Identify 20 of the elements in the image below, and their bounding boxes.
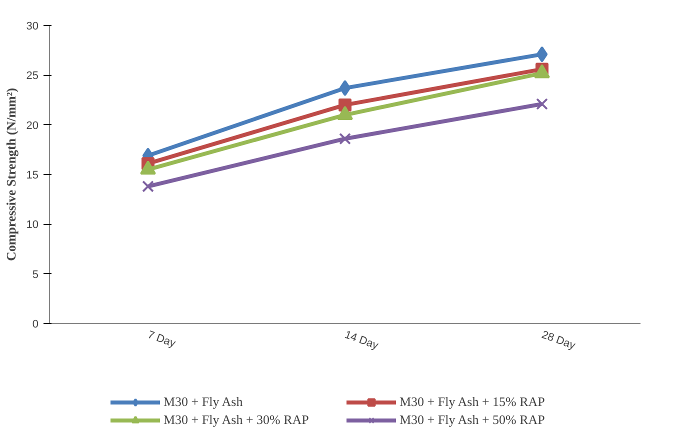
point (339, 80, 351, 96)
y-tick-label: 20 (26, 120, 39, 132)
y-tick-label: 30 (26, 20, 39, 32)
point (339, 132, 351, 145)
y-axis-title: Compressive Strength (N/mm²) (3, 88, 18, 262)
y-tick-label: 15 (26, 170, 39, 182)
legend-label: M30 + Fly Ash (164, 394, 244, 410)
x-tick-label: 7 Day (146, 328, 178, 350)
y-tick-label: 25 (26, 70, 39, 82)
legend-label: M30 + Fly Ash + 50% RAP (400, 412, 546, 428)
y-tick-label: 10 (26, 219, 39, 232)
y-tick-label: 5 (32, 268, 39, 281)
point (536, 46, 548, 62)
point (536, 98, 548, 110)
x-tick-label: 14 Day (342, 328, 380, 352)
legend-label: M30 + Fly Ash + 15% RAP (400, 394, 546, 410)
legend-label: M30 + Fly Ash + 30% RAP (164, 412, 310, 428)
y-tick-label: 0 (32, 318, 39, 330)
point (142, 180, 154, 192)
x-tick-label: 28 Day (540, 328, 578, 352)
